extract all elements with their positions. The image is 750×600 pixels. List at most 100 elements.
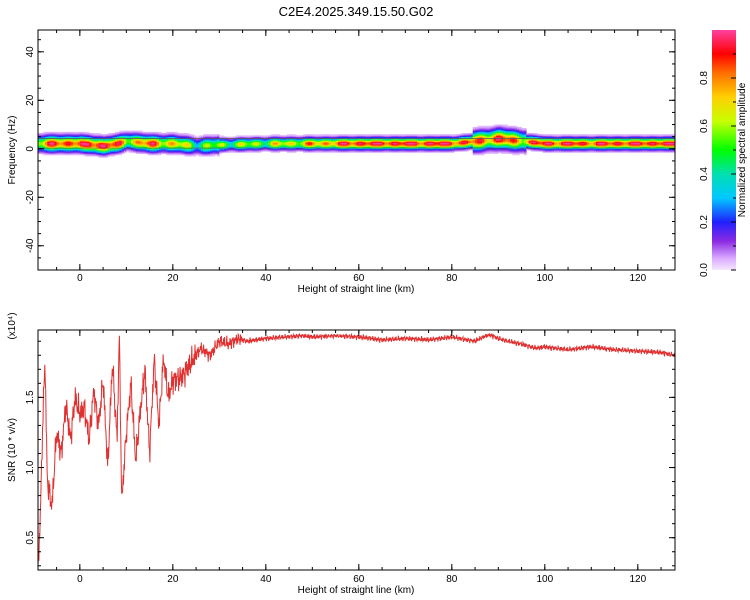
heatmap-cell [282, 146, 285, 148]
heatmap-cell [184, 153, 188, 156]
heatmap-cell [279, 141, 283, 144]
heatmap-cell [363, 143, 367, 146]
heatmap-cell [242, 151, 246, 153]
heatmap-cell [605, 142, 608, 145]
heatmap-cell [616, 139, 620, 141]
heatmap-cell [47, 134, 51, 136]
heatmap-cell [124, 136, 127, 139]
heatmap-cell [272, 151, 276, 153]
heatmap-cell [186, 153, 190, 156]
heatmap-cell [247, 148, 250, 151]
heatmap-cell [530, 145, 534, 147]
heatmap-cell [633, 151, 636, 153]
heatmap-cell [651, 139, 655, 141]
heatmap-cell [628, 135, 632, 138]
heatmap-cell [133, 143, 137, 146]
heatmap-cell [214, 145, 218, 147]
heatmap-cell [600, 148, 604, 151]
heatmap-cell [154, 139, 157, 141]
heatmap-cell [349, 134, 353, 136]
heatmap-cell [207, 134, 211, 136]
heatmap-cell [579, 143, 583, 146]
heatmap-cell [163, 151, 167, 153]
heatmap-cell [519, 126, 522, 129]
heatmap-cell [558, 135, 562, 138]
heatmap-cell [486, 126, 490, 129]
heatmap-cell [619, 136, 622, 139]
heatmap-cell [651, 145, 655, 147]
heatmap-cell [621, 135, 625, 138]
heatmap-cell [647, 136, 650, 139]
heatmap-cell [223, 139, 227, 141]
heatmap-cell [282, 140, 285, 142]
heatmap-cell [444, 136, 448, 139]
heatmap-cell [633, 146, 636, 148]
heatmap-cell [612, 150, 615, 152]
heatmap-cell [219, 148, 223, 151]
heatmap-cell [91, 135, 95, 138]
heatmap-cell [49, 151, 53, 153]
heatmap-cell [191, 151, 195, 153]
heatmap-cell [486, 145, 490, 147]
heatmap-cell [191, 143, 195, 146]
heatmap-cell [154, 136, 157, 139]
heatmap-cell [579, 145, 583, 147]
heatmap-cell [514, 134, 518, 136]
heatmap-cell [489, 133, 492, 135]
heatmap-cell [523, 143, 527, 146]
heatmap-cell [393, 148, 397, 151]
heatmap-cell [379, 140, 383, 142]
heatmap-cell [551, 140, 555, 142]
heatmap-cell [535, 142, 539, 145]
heatmap-cell [263, 141, 267, 144]
heatmap-cell [310, 145, 313, 147]
heatmap-cell [347, 146, 350, 148]
heatmap-cell [182, 153, 185, 156]
heatmap-cell [112, 140, 116, 142]
heatmap-cell [196, 145, 199, 147]
heatmap-cell [502, 131, 506, 134]
heatmap-cell [512, 152, 515, 155]
heatmap-cell [544, 143, 548, 146]
heatmap-cell [200, 135, 204, 138]
heatmap-cell [514, 140, 518, 142]
heatmap-cell [300, 145, 304, 147]
heatmap-cell [637, 134, 641, 136]
heatmap-cell [661, 134, 664, 136]
heatmap-cell [144, 146, 148, 148]
heatmap-cell [489, 146, 492, 148]
heatmap-cell [356, 141, 360, 144]
heatmap-cell [630, 145, 634, 147]
heatmap-cell [191, 142, 195, 145]
x-tick-label: 120 [629, 574, 646, 585]
heatmap-cell [403, 148, 406, 151]
heatmap-cell [165, 151, 169, 153]
heatmap-cell [540, 142, 543, 145]
heatmap-cell [217, 145, 220, 147]
heatmap-cell [484, 131, 488, 134]
heatmap-cell [56, 133, 60, 135]
heatmap-cell [421, 143, 425, 146]
heatmap-cell [440, 139, 443, 141]
heatmap-cell [323, 150, 327, 152]
heatmap-cell [312, 135, 316, 138]
heatmap-cell [89, 141, 92, 144]
heatmap-cell [351, 136, 355, 139]
heatmap-cell [307, 150, 311, 152]
heatmap-cell [230, 150, 234, 152]
heatmap-cell [658, 151, 662, 153]
heatmap-cell [175, 135, 178, 138]
heatmap-cell [258, 141, 262, 144]
heatmap-cell [210, 154, 213, 157]
heatmap-cell [305, 140, 309, 142]
heatmap-cell [61, 136, 64, 139]
heatmap-cell [612, 134, 615, 136]
heatmap-cell [665, 150, 669, 152]
heatmap-cell [270, 146, 274, 148]
heatmap-cell [128, 143, 132, 146]
heatmap-cell [316, 148, 320, 151]
heatmap-cell [210, 146, 213, 148]
heatmap-cell [70, 141, 74, 144]
heatmap-cell [270, 142, 274, 145]
